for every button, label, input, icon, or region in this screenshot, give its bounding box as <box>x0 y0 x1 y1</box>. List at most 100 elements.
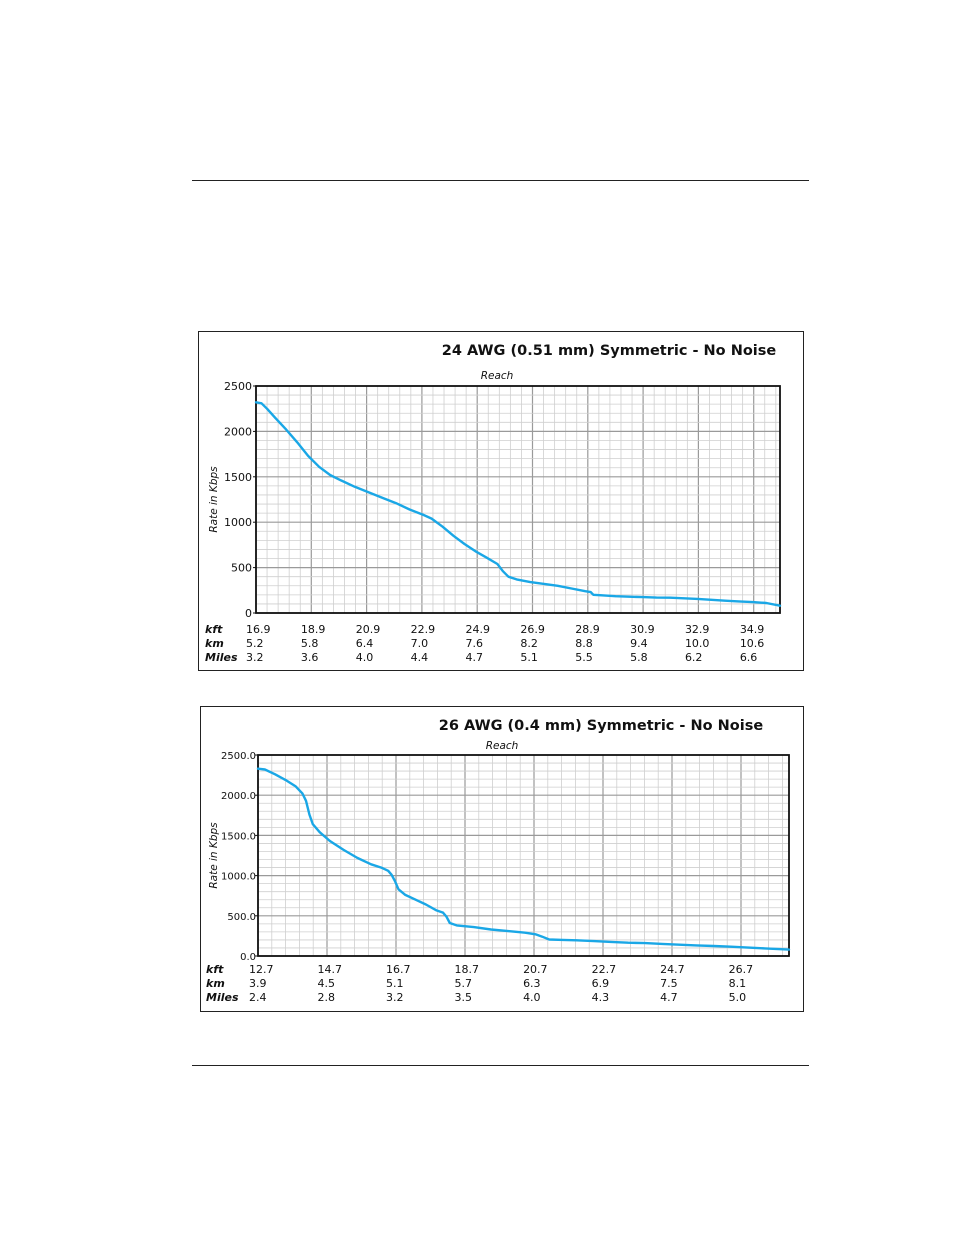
data-point <box>655 596 658 599</box>
data-point <box>712 945 715 947</box>
axis-row-value: 3.2 <box>246 651 264 664</box>
data-point <box>724 599 727 602</box>
chart-24awg: 24 AWG (0.51 mm) Symmetric - No Noise Rea… <box>198 331 804 671</box>
axis-row-value: 6.9 <box>592 977 610 990</box>
data-point <box>575 939 578 942</box>
data-point <box>589 591 592 594</box>
axis-row-value: 14.7 <box>318 963 343 976</box>
data-point <box>367 491 370 494</box>
data-point <box>764 947 766 950</box>
axis-row-value: 26.7 <box>729 963 754 976</box>
data-point <box>507 930 509 932</box>
axis-row-value: 6.2 <box>685 651 703 664</box>
axis-row-value: 4.0 <box>356 651 374 664</box>
data-point <box>430 517 433 520</box>
chart-title: 24 AWG (0.51 mm) Symmetric - No Noise <box>442 343 777 359</box>
axis-row-value: 18.9 <box>301 623 326 636</box>
data-point <box>408 508 411 511</box>
data-point <box>600 594 603 597</box>
axis-row-label: Miles <box>205 651 238 664</box>
data-point <box>305 799 307 802</box>
data-point <box>627 941 629 944</box>
data-point <box>661 943 664 945</box>
data-point <box>614 595 617 598</box>
chart-title: 26 AWG (0.4 mm) Symmetric - No Noise <box>439 718 764 734</box>
y-axis-label: Rate in Kbps <box>208 822 220 889</box>
data-point <box>329 474 331 476</box>
axis-row-value: 32.9 <box>685 623 710 636</box>
data-point <box>340 479 342 482</box>
axis-row-value: 3.6 <box>301 651 319 664</box>
axis-row-value: 3.5 <box>455 991 473 1004</box>
y-tick-label: 1500 <box>224 471 252 484</box>
data-point <box>788 948 790 951</box>
axis-row-value: 18.7 <box>455 963 480 976</box>
axis-row-value: 5.0 <box>729 991 747 1004</box>
data-point <box>397 888 400 891</box>
data-point <box>260 402 263 405</box>
y-tick-label: 1500.0 <box>221 831 256 842</box>
axis-row-value: 16.7 <box>386 963 411 976</box>
data-point <box>644 942 647 945</box>
chart-24awg-plot: 24 AWG (0.51 mm) Symmetric - No Noise Rea… <box>205 343 782 664</box>
y-tick-label: 1000 <box>224 516 252 529</box>
data-point <box>729 945 732 948</box>
data-point <box>263 768 266 771</box>
y-tick-label: 0.0 <box>240 952 256 963</box>
data-point <box>308 813 311 816</box>
data-point <box>524 931 527 934</box>
data-point <box>529 581 532 584</box>
data-point <box>543 583 545 585</box>
axis-row-value: 26.9 <box>520 623 545 636</box>
data-point <box>541 935 544 938</box>
data-point <box>301 792 304 795</box>
y-tick-label: 1000.0 <box>221 872 256 883</box>
data-point <box>424 903 427 906</box>
axis-row-value: 6.3 <box>523 977 541 990</box>
series-line <box>256 767 791 951</box>
axis-row-value: 7.5 <box>660 977 678 990</box>
data-point <box>765 602 768 604</box>
data-point <box>746 946 749 949</box>
axis-row-value: 30.9 <box>630 623 655 636</box>
data-point <box>294 785 297 788</box>
axis-row-value: 10.6 <box>740 637 765 650</box>
plot-frame <box>255 385 781 614</box>
data-point <box>342 848 345 851</box>
data-point <box>534 933 537 936</box>
data-point <box>414 898 417 901</box>
data-point <box>422 514 425 516</box>
plot-grid <box>257 755 789 957</box>
axis-row-value: 16.9 <box>246 623 271 636</box>
data-point <box>255 401 257 404</box>
chart-subtitle: Reach <box>481 370 514 382</box>
axis-row-value: 5.2 <box>246 637 264 650</box>
data-point <box>284 779 287 781</box>
data-point <box>584 590 587 593</box>
data-point <box>380 866 383 869</box>
data-point <box>448 922 451 924</box>
data-point <box>592 940 595 943</box>
axis-row-value: 5.8 <box>630 651 648 664</box>
data-point <box>515 578 518 581</box>
axis-row-value: 4.3 <box>592 991 610 1004</box>
axis-row-label: Miles <box>206 991 239 1004</box>
y-tick-label: 2000.0 <box>221 791 256 802</box>
data-point <box>669 596 672 599</box>
data-point <box>678 943 681 946</box>
chart-subtitle: Reach <box>486 740 519 752</box>
y-tick-label: 0 <box>245 607 252 620</box>
axis-row-value: 4.7 <box>465 651 483 664</box>
axis-row-value: 22.9 <box>411 623 436 636</box>
data-point <box>318 831 321 834</box>
axis-row-value: 9.4 <box>630 637 648 650</box>
y-tick-label: 500 <box>231 562 252 575</box>
data-point <box>737 600 740 603</box>
data-point <box>463 543 466 545</box>
axis-row-value: 24.7 <box>660 963 685 976</box>
data-point <box>472 926 475 928</box>
data-point <box>592 593 595 596</box>
data-point <box>381 496 384 499</box>
data-point <box>609 941 612 943</box>
data-point <box>318 465 320 468</box>
